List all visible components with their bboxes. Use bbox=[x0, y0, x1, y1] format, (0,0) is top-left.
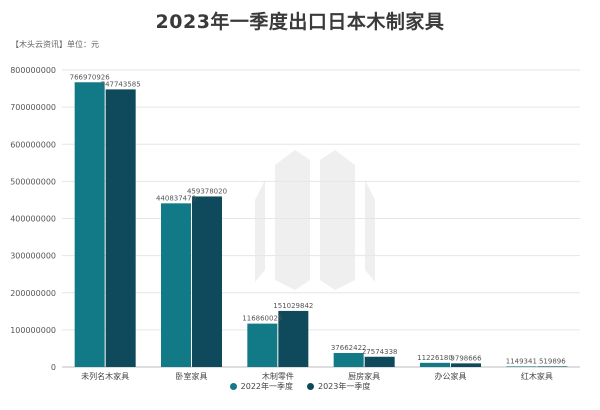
bar-2023q1 bbox=[105, 89, 136, 367]
bar-2023q1 bbox=[537, 366, 568, 367]
legend-swatch-icon bbox=[307, 383, 314, 390]
legend-label: 2023年一季度 bbox=[318, 382, 371, 391]
data-label: 151029842 bbox=[273, 302, 313, 310]
y-tick-label: 300000000 bbox=[10, 252, 56, 261]
y-tick-label: 100000000 bbox=[10, 326, 56, 335]
bars-group bbox=[74, 82, 568, 367]
data-label: 440837470 bbox=[156, 194, 196, 202]
data-label: 116860025 bbox=[242, 315, 282, 323]
x-tick-label: 木制零件 bbox=[262, 371, 294, 381]
data-label: 1149341 bbox=[506, 357, 537, 365]
data-label: 519896 bbox=[539, 357, 566, 365]
bar-2023q1 bbox=[451, 363, 481, 367]
x-tick-label: 未列名木家具 bbox=[81, 371, 129, 381]
x-tick-label: 卧室家具 bbox=[176, 371, 208, 381]
legend-item[interactable]: 2023年一季度 bbox=[307, 381, 370, 392]
legend: 2022年一季度 2023年一季度 bbox=[0, 381, 600, 392]
bar-2022q1 bbox=[333, 353, 364, 367]
data-label: 11226180 bbox=[417, 354, 453, 362]
data-label: 9798666 bbox=[450, 354, 482, 362]
y-axis: 0 100000000 200000000 300000000 400000000 500… bbox=[10, 66, 56, 372]
y-tick-label: 500000000 bbox=[10, 177, 56, 186]
y-tick-label: 0 bbox=[51, 363, 56, 372]
bar-2023q1 bbox=[278, 310, 309, 367]
bar-2022q1 bbox=[161, 203, 191, 367]
bar-2022q1 bbox=[420, 362, 450, 367]
bar-2023q1 bbox=[364, 356, 395, 367]
x-axis: 未列名木家具 卧室家具 木制零件 厨房家具 办公家具 红木家具 bbox=[81, 371, 553, 381]
bar-2022q1 bbox=[247, 323, 278, 367]
x-tick-label: 厨房家具 bbox=[348, 371, 380, 381]
data-label: 27574338 bbox=[362, 348, 398, 356]
x-tick-label: 办公家具 bbox=[435, 371, 467, 381]
y-tick-label: 400000000 bbox=[10, 215, 56, 224]
chart-title: 2023年一季度出口日本木制家具 bbox=[155, 11, 445, 33]
y-tick-label: 700000000 bbox=[10, 103, 56, 112]
legend-label: 2022年一季度 bbox=[240, 382, 293, 391]
data-label: 37662422 bbox=[331, 344, 367, 352]
legend-item[interactable]: 2022年一季度 bbox=[229, 381, 293, 392]
bar-2022q1 bbox=[506, 366, 537, 367]
bar-2022q1 bbox=[74, 82, 105, 367]
y-tick-label: 600000000 bbox=[10, 140, 56, 149]
data-label: 459378020 bbox=[187, 187, 227, 195]
watermark-logo bbox=[255, 150, 375, 290]
data-label: 766970926 bbox=[70, 73, 111, 81]
unit-note: 【木头云资讯】单位：元 bbox=[11, 40, 99, 49]
x-tick-label: 红木家具 bbox=[521, 371, 553, 381]
bar-2023q1 bbox=[192, 196, 222, 367]
y-tick-label: 200000000 bbox=[10, 289, 56, 298]
legend-swatch-icon bbox=[229, 383, 237, 390]
grid-lines bbox=[62, 69, 580, 368]
y-tick-label: 800000000 bbox=[10, 66, 56, 75]
data-label: 747743585 bbox=[101, 80, 141, 88]
